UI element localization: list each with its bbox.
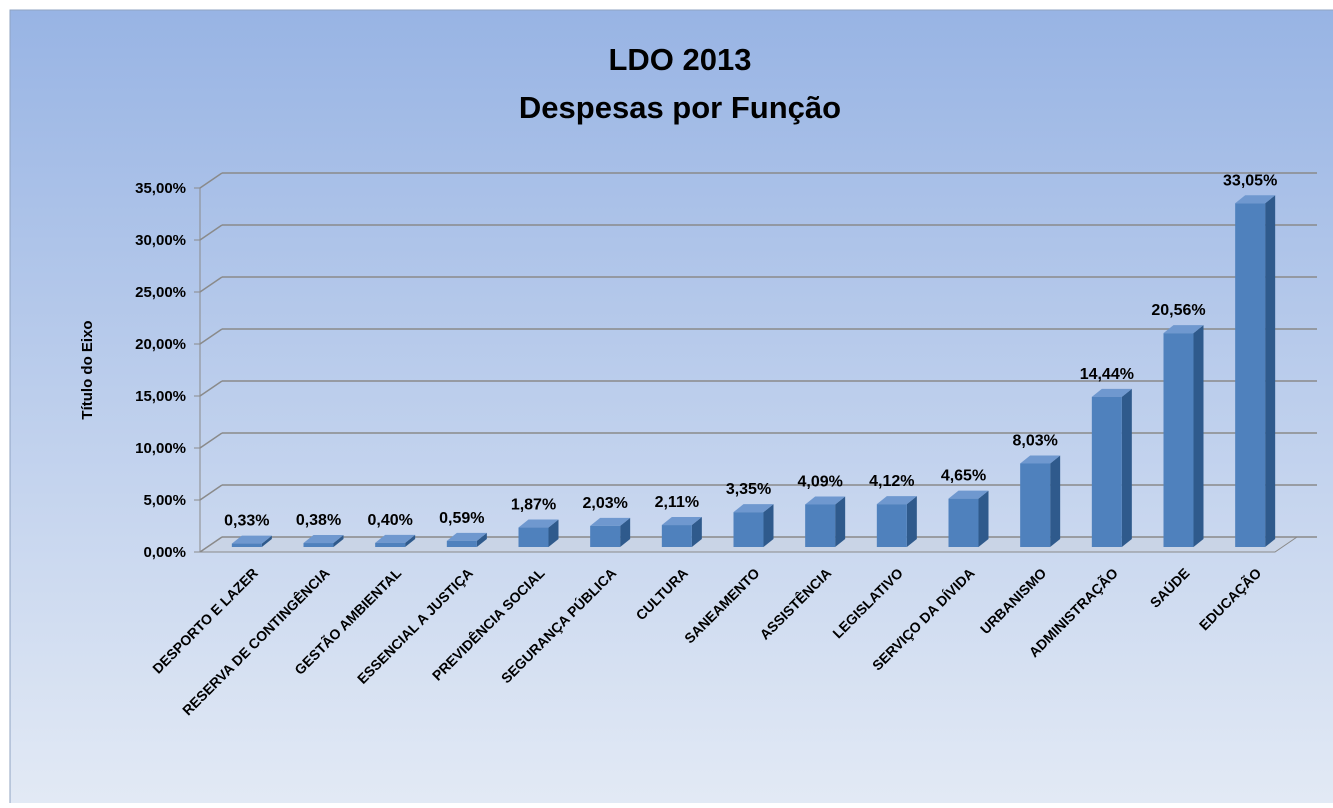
bar-top [948,490,989,499]
y-tick-label: 5,00% [143,492,186,509]
bar-side [620,517,631,547]
bar-top [1163,325,1204,334]
bar [1163,333,1194,547]
bar [805,504,836,547]
grid-line-side [199,536,223,553]
bar [733,512,764,547]
bar-top [375,534,416,543]
value-label: 2,03% [582,495,627,512]
bar-side [1050,455,1061,547]
y-tick-label: 10,00% [135,440,186,457]
bar-side [835,496,846,547]
bar-top [1091,388,1132,397]
y-tick-label: 0,00% [143,544,186,561]
grid-line-side [199,172,223,189]
value-label: 1,87% [511,497,556,514]
bar-side [261,535,272,547]
bar [375,542,406,547]
bar-side [476,532,487,547]
chart-subtitle: Despesas por Função [519,90,841,125]
bar [1091,396,1122,547]
value-label: 2,11% [655,494,699,511]
bar-top [876,496,917,505]
grid-line-side [199,432,223,449]
y-tick-label: 35,00% [135,180,186,197]
value-label: 33,05% [1223,172,1277,189]
value-label: 4,65% [941,468,986,485]
bar-top [1020,455,1061,464]
value-label: 4,09% [797,473,842,490]
value-label: 20,56% [1151,302,1205,319]
value-label: 3,35% [726,481,771,498]
y-tick-label: 30,00% [135,232,186,249]
bar-top [303,535,344,544]
grid-line-side [199,224,223,241]
y-axis-label: Título do Eixo [79,320,96,419]
value-label: 14,44% [1080,366,1134,383]
bar-top [1235,195,1276,204]
bar-side [691,517,702,547]
bar [948,498,979,547]
bar-top [590,517,631,526]
value-label: 0,40% [367,512,412,529]
bar-top [518,519,559,528]
bar [518,527,549,547]
bar-side [1121,388,1132,547]
bar-side [1265,195,1276,547]
bar-side [978,490,989,547]
bar-top [661,517,702,526]
bar-side [763,504,774,547]
value-label: 0,33% [224,513,269,530]
grid-line-side [199,276,223,293]
bar-side [906,496,917,547]
bar [661,525,692,547]
bar [876,504,907,547]
bar [1020,463,1051,547]
bar-top [231,535,272,544]
bar-side [1193,325,1204,547]
bar-side [405,534,416,547]
value-label: 4,12% [869,473,914,490]
grid-line-side [199,328,223,345]
value-label: 8,03% [1012,432,1057,449]
bar [231,543,262,547]
bar [1235,203,1266,547]
grid-line-side [199,380,223,397]
value-label: 0,38% [296,512,341,529]
y-tick-label: 20,00% [135,336,186,353]
bar-top [733,504,774,513]
bar [446,540,477,547]
value-label: 0,59% [439,510,484,527]
bar-top [446,532,487,541]
bar [590,525,621,547]
chart-title: LDO 2013 [608,42,751,77]
grid-line-side [199,484,223,501]
y-tick-label: 15,00% [135,388,186,405]
bar-top [805,496,846,505]
y-tick-label: 25,00% [135,284,186,301]
bar-side [333,535,344,547]
bar-side [548,519,559,547]
bar [303,543,334,547]
